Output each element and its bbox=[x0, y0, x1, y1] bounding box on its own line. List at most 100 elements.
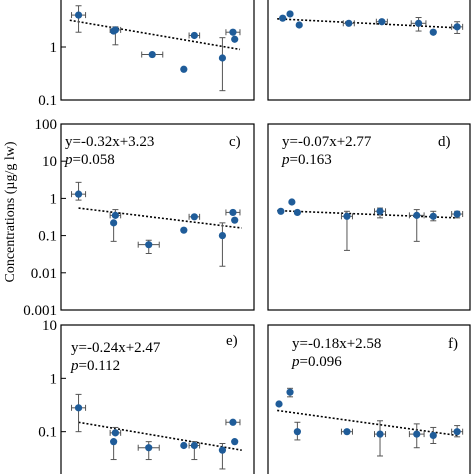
panel-f: y=-0.18x+2.58 p=0.096 f) bbox=[267, 324, 471, 474]
data-point-c-0 bbox=[74, 190, 83, 198]
y-axis-label: Concentrations (µg/g lw) bbox=[3, 141, 18, 282]
data-point-a-8 bbox=[231, 35, 239, 43]
regression-equation-f: y=-0.18x+2.58 bbox=[292, 336, 381, 352]
data-point-f-1 bbox=[286, 388, 294, 396]
panel-frame-c bbox=[60, 123, 255, 311]
data-point-a-6 bbox=[218, 54, 227, 62]
panel-frame-b bbox=[267, 0, 471, 101]
data-point-e-8 bbox=[231, 438, 239, 446]
data-point-d-2 bbox=[293, 208, 301, 217]
data-point-c-4 bbox=[180, 226, 188, 234]
data-point-f-0 bbox=[275, 400, 283, 408]
y-tick-label-e-2: 0.1 bbox=[38, 425, 57, 441]
panel-c: 100 10 1 0.1 0.01 0.001 y=-0.32x+3.23 p=0.058 c) bbox=[23, 117, 255, 319]
data-point-c-6 bbox=[218, 232, 227, 240]
data-point-e-6 bbox=[218, 446, 227, 454]
data-point-a-0 bbox=[74, 11, 83, 19]
data-point-e-2 bbox=[110, 438, 118, 446]
trend-line-f bbox=[277, 409, 458, 437]
panel-letter-d: d) bbox=[438, 134, 451, 150]
data-point-c-7 bbox=[229, 208, 237, 217]
data-point-f-7 bbox=[453, 428, 461, 436]
data-point-a-7 bbox=[229, 28, 237, 36]
panel-frame-f bbox=[267, 324, 471, 474]
data-point-e-0 bbox=[74, 404, 83, 412]
y-tick-label-c-5: 0.001 bbox=[23, 303, 57, 319]
y-tick-label-e-1: 1 bbox=[50, 371, 58, 387]
panel-letter-c: c) bbox=[229, 134, 241, 150]
y-tick-label-a-1: 0.1 bbox=[38, 93, 57, 109]
data-point-c-5 bbox=[190, 213, 198, 221]
panel-a: 10.1 bbox=[38, 0, 255, 109]
p-value-f: p=0.096 bbox=[291, 354, 342, 370]
data-point-f-2 bbox=[293, 428, 301, 436]
data-point-b-2 bbox=[295, 21, 303, 29]
data-point-b-6 bbox=[429, 28, 437, 36]
data-point-e-1 bbox=[111, 429, 119, 437]
data-point-c-1 bbox=[111, 211, 119, 219]
p-value-d: p=0.163 bbox=[281, 152, 332, 168]
data-point-b-3 bbox=[345, 19, 353, 27]
panel-d: y=-0.07x+2.77 p=0.163 d) bbox=[267, 123, 471, 311]
data-point-a-2 bbox=[110, 27, 118, 35]
data-point-b-7 bbox=[453, 23, 461, 31]
data-point-f-5 bbox=[413, 430, 421, 438]
p-number-d: =0.163 bbox=[290, 152, 332, 168]
panel-letter-e: e) bbox=[226, 333, 238, 349]
regression-equation-c: y=-0.32x+3.23 bbox=[65, 134, 154, 150]
panel-frame-d bbox=[267, 123, 471, 311]
trend-line-c bbox=[78, 207, 242, 229]
data-point-e-3 bbox=[145, 444, 153, 452]
data-point-b-4 bbox=[378, 18, 386, 26]
y-tick-label-c-4: 0.01 bbox=[31, 266, 57, 282]
panel-b bbox=[267, 0, 471, 101]
y-tick-label-a-0: 1 bbox=[50, 40, 58, 56]
panel-frame-e bbox=[60, 324, 255, 474]
p-symbol-d: p bbox=[281, 152, 290, 168]
data-point-d-0 bbox=[277, 207, 285, 215]
p-symbol-e: p bbox=[70, 358, 79, 374]
panel-letter-f: f) bbox=[448, 336, 458, 352]
data-point-d-5 bbox=[413, 211, 421, 219]
trend-line-a bbox=[69, 19, 241, 51]
panel-e: 10 1 0.1 y=-0.24x+2.47 p=0.112 e) bbox=[38, 318, 255, 474]
p-number-c: =0.058 bbox=[73, 152, 115, 168]
p-number-e: =0.112 bbox=[79, 358, 121, 374]
data-point-d-3 bbox=[343, 212, 351, 220]
p-symbol-f: p bbox=[291, 354, 300, 370]
data-point-e-4 bbox=[180, 441, 188, 450]
data-point-b-5 bbox=[414, 19, 423, 27]
data-point-f-3 bbox=[343, 428, 351, 436]
data-point-a-5 bbox=[190, 31, 198, 40]
data-point-f-4 bbox=[376, 430, 384, 438]
data-point-d-6 bbox=[429, 212, 437, 220]
p-value-e: p=0.112 bbox=[70, 358, 120, 374]
data-point-c-3 bbox=[145, 241, 153, 249]
data-point-e-5 bbox=[190, 441, 198, 450]
data-point-c-2 bbox=[110, 219, 118, 227]
data-point-b-1 bbox=[286, 10, 294, 18]
p-symbol-c: p bbox=[64, 152, 73, 168]
data-point-a-3 bbox=[148, 50, 156, 59]
p-number-f: =0.096 bbox=[300, 354, 343, 370]
data-point-c-8 bbox=[231, 216, 239, 224]
data-point-f-6 bbox=[429, 431, 437, 440]
data-point-b-0 bbox=[279, 14, 287, 22]
panels: 10.11001010.10.010.001y=-0.32x+3.23p=0.0… bbox=[23, 0, 471, 474]
panel-frame-a bbox=[60, 0, 255, 101]
y-tick-label-c-0: 100 bbox=[35, 117, 58, 133]
data-point-a-4 bbox=[180, 65, 188, 73]
data-point-d-1 bbox=[288, 198, 296, 206]
y-tick-label-c-2: 1 bbox=[50, 191, 58, 207]
y-tick-label-c-1: 10 bbox=[42, 154, 57, 170]
data-point-d-4 bbox=[376, 207, 384, 215]
trend-line-b bbox=[277, 18, 458, 29]
data-point-d-7 bbox=[453, 210, 461, 218]
p-value-c: p=0.058 bbox=[64, 152, 115, 168]
regression-equation-e: y=-0.24x+2.47 bbox=[71, 340, 161, 356]
data-point-e-7 bbox=[229, 418, 237, 426]
trend-line-e bbox=[78, 421, 242, 451]
y-tick-label-c-3: 0.1 bbox=[38, 229, 57, 245]
y-tick-label-e-0: 10 bbox=[42, 318, 57, 334]
